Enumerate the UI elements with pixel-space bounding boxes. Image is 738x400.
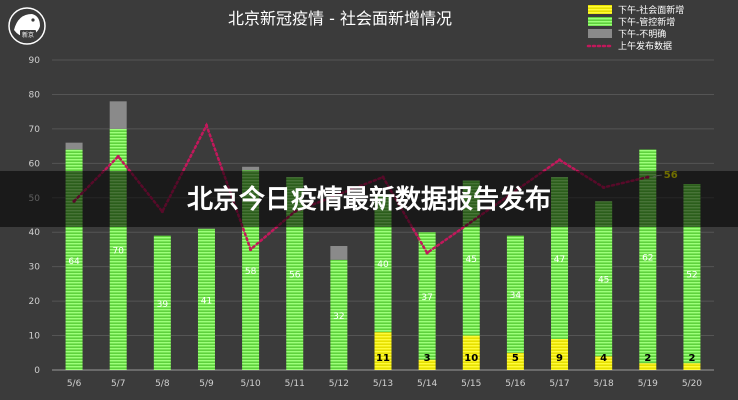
x-tick-label: 5/16	[505, 379, 525, 389]
legend-swatch	[588, 5, 612, 14]
bar-segment-unclear	[109, 101, 127, 129]
data-label-social: 4	[600, 353, 607, 364]
bar-segment-controlled	[153, 235, 171, 370]
bar-segment-social	[374, 332, 392, 370]
legend-label: 上午发布数据	[618, 40, 672, 52]
overlay-banner: 北京今日疫情最新数据报告发布	[0, 171, 738, 227]
x-tick-label: 5/11	[285, 379, 305, 389]
x-tick-label: 5/20	[682, 379, 702, 389]
data-label-controlled: 70	[112, 246, 124, 256]
bar-segment-social	[506, 352, 524, 370]
am-line-point	[249, 247, 253, 252]
x-tick-label: 5/8	[155, 379, 170, 389]
banner-text: 北京今日疫情最新数据报告发布	[187, 184, 551, 215]
data-label-controlled: 45	[466, 255, 477, 265]
am-line-point	[425, 251, 429, 255]
bar-segment-unclear	[65, 142, 83, 150]
data-label-social: 10	[464, 353, 478, 364]
x-tick-label: 5/10	[240, 379, 260, 389]
data-label-social: 9	[556, 353, 563, 364]
data-label-controlled: 47	[554, 255, 565, 265]
x-tick-label: 5/14	[417, 379, 437, 389]
data-label-social: 11	[376, 353, 390, 364]
x-tick-label: 5/12	[329, 379, 349, 389]
data-label-controlled: 40	[377, 260, 389, 270]
bar-segment-controlled	[506, 235, 524, 353]
data-label-social: 3	[424, 353, 431, 364]
bar-segment-controlled	[330, 259, 348, 370]
x-tick-label: 5/15	[461, 379, 481, 389]
bar-segment-controlled	[418, 232, 436, 360]
data-label-controlled: 62	[642, 253, 653, 263]
data-label-controlled: 32	[333, 312, 344, 322]
y-tick-label: 0	[34, 366, 40, 376]
bar-segment-social	[683, 363, 701, 370]
y-tick-label: 70	[29, 125, 41, 135]
x-tick-label: 5/18	[594, 379, 614, 389]
data-label-controlled: 52	[686, 271, 697, 281]
am-line-point	[204, 123, 209, 128]
bar-segment-unclear	[242, 166, 260, 171]
y-tick-label: 90	[29, 56, 41, 66]
bar-segment-social	[462, 335, 480, 370]
am-line-point	[116, 154, 120, 159]
legend-swatch	[588, 17, 612, 26]
data-label-controlled: 58	[245, 267, 257, 277]
x-tick-label: 5/19	[638, 379, 658, 389]
data-label-controlled: 34	[510, 291, 522, 301]
legend-label: 下午-社会面新增	[618, 4, 684, 16]
y-tick-label: 60	[29, 159, 41, 169]
bars	[65, 101, 701, 370]
logo-text: 新京	[22, 31, 34, 39]
data-label-controlled: 45	[598, 276, 609, 286]
bar-segment-social	[418, 359, 436, 370]
bar-segment-unclear	[330, 246, 348, 260]
data-label-controlled: 39	[157, 300, 169, 310]
legend-swatch	[588, 29, 612, 38]
data-label-social: 5	[512, 353, 519, 364]
data-label-controlled: 41	[201, 296, 212, 306]
x-tick-label: 5/9	[199, 379, 214, 389]
bar-segment-social	[595, 356, 613, 370]
y-tick-label: 30	[29, 263, 41, 273]
bar-segment-controlled	[683, 184, 701, 364]
bar-segment-social	[551, 339, 569, 370]
x-tick-label: 5/17	[549, 379, 569, 389]
legend-label: 下午-不明确	[618, 28, 666, 40]
y-tick-label: 40	[29, 228, 41, 238]
chart-title: 北京新冠疫情 - 社会面新增情况	[228, 9, 452, 28]
x-tick-label: 5/13	[373, 379, 393, 389]
data-label-controlled: 64	[68, 257, 80, 267]
logo: 新京	[8, 7, 46, 45]
bar-segment-controlled	[374, 194, 392, 333]
x-tick-label: 5/6	[67, 379, 82, 389]
data-label-controlled: 56	[289, 271, 301, 281]
am-line-point	[557, 158, 562, 162]
bar-segment-controlled	[197, 228, 215, 370]
y-tick-label: 20	[29, 297, 41, 307]
data-label-social: 2	[644, 353, 651, 364]
y-tick-label: 80	[29, 90, 41, 100]
data-label-social: 2	[688, 353, 695, 364]
data-label-controlled: 37	[421, 293, 432, 303]
y-tick-label: 10	[29, 332, 41, 342]
legend-label: 下午-管控新增	[618, 16, 675, 28]
bar-segment-social	[639, 363, 657, 370]
bar-segment-controlled	[595, 201, 613, 357]
x-tick-label: 5/7	[111, 379, 125, 389]
